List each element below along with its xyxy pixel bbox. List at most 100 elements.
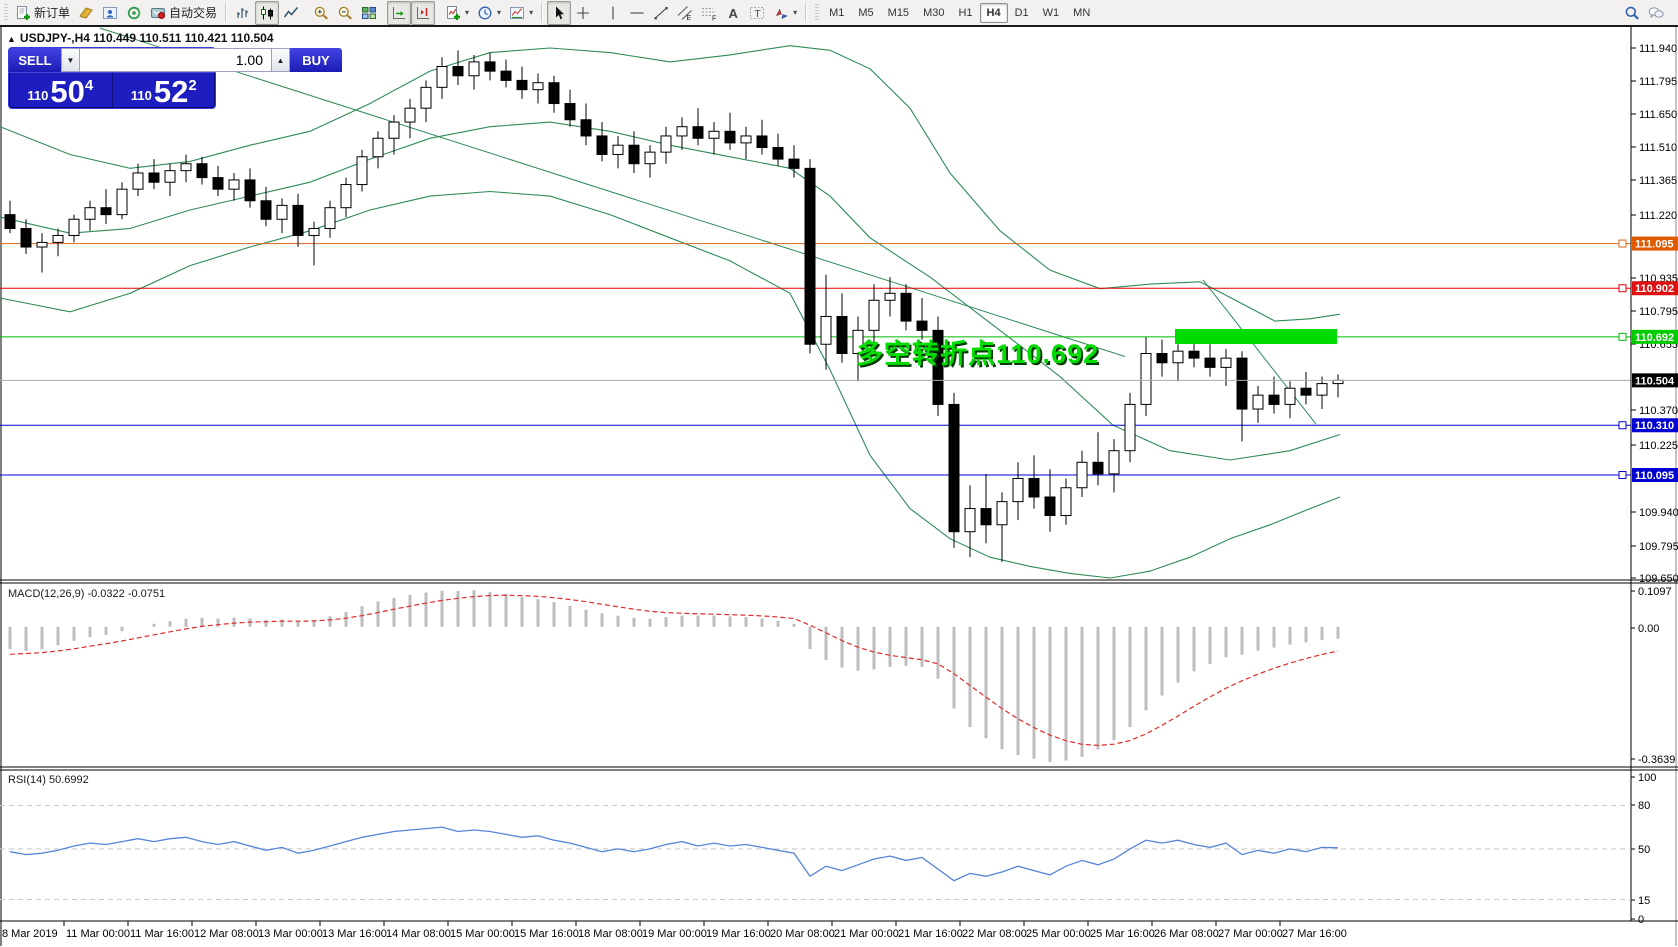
hline-handle-110.095[interactable]	[1618, 471, 1627, 480]
candle-body	[596, 135, 608, 155]
sell-price-tile[interactable]: 110 50 4	[9, 73, 113, 108]
time-axis-label: 18 Mar 08:00	[578, 928, 643, 940]
profiles-button[interactable]	[98, 1, 122, 25]
rsi-line	[9, 826, 1339, 882]
horizontal-line-tool-button[interactable]	[625, 1, 649, 25]
sell-price-point: 4	[84, 77, 94, 94]
candle-body	[420, 86, 432, 109]
auto-trading-label: 自动交易	[169, 6, 218, 20]
time-axis-label: 8 Mar 2019	[2, 928, 58, 940]
indicators-button[interactable]: ▾	[441, 1, 473, 25]
cursor-tool-button[interactable]	[547, 0, 572, 25]
trendline-object-2[interactable]	[1202, 279, 1317, 425]
time-axis-label: 25 Mar 00:00	[1026, 928, 1091, 940]
history-center-button[interactable]	[74, 1, 98, 25]
auto-trading-button[interactable]: 自动交易	[146, 1, 221, 25]
timeframe-w1-button[interactable]: W1	[1042, 6, 1060, 19]
timeframe-mn-button[interactable]: MN	[1073, 6, 1091, 19]
chat-button[interactable]	[1644, 1, 1668, 25]
candle-body	[132, 172, 144, 190]
zoom-out-button[interactable]	[333, 1, 357, 25]
candle-body	[628, 144, 640, 165]
book-icon	[79, 6, 93, 19]
candle-body	[532, 82, 544, 91]
tile-windows-button[interactable]	[357, 1, 381, 25]
chart-shift-button[interactable]	[411, 0, 436, 25]
vertical-line-tool-button[interactable]	[601, 1, 625, 25]
candle-body	[820, 315, 832, 345]
profile-icon	[103, 6, 118, 19]
dropdown-arrow-icon[interactable]: ▾	[529, 8, 534, 17]
autoscroll-icon	[393, 6, 406, 19]
timeframe-m5-button[interactable]: M5	[858, 6, 874, 19]
candlestick-mode-button[interactable]	[255, 0, 280, 25]
arrows-tool-button[interactable]: ▾	[769, 1, 801, 25]
volume-decrease-button[interactable]: ▼	[61, 48, 80, 72]
price-axis-label: 111.510	[1639, 142, 1677, 154]
text-tool-button[interactable]: A	[721, 1, 745, 25]
time-axis-label: 22 Mar 08:00	[962, 928, 1027, 940]
timeframe-m1-button[interactable]: M1	[829, 6, 845, 19]
bar-chart-mode-button[interactable]	[231, 1, 255, 25]
candle-body	[644, 151, 656, 165]
volume-input[interactable]	[80, 48, 271, 72]
collapse-one-click-arrow[interactable]: ▲	[7, 34, 16, 44]
candle-body	[948, 403, 960, 533]
timeframe-m30-button[interactable]: M30	[923, 6, 945, 19]
time-axis-label: 15 Mar 16:00	[514, 928, 579, 940]
hline-handle-110.902[interactable]	[1618, 284, 1627, 293]
volume-increase-button[interactable]: ▲	[271, 48, 290, 72]
highlight-rectangle-object[interactable]	[1175, 328, 1337, 345]
search-button[interactable]	[1620, 1, 1644, 25]
hline-handle-111.095[interactable]	[1618, 239, 1627, 248]
chat-icon	[1648, 6, 1664, 18]
toolbar-grip[interactable]	[4, 3, 8, 22]
rsi-axis-label: 80	[1638, 800, 1650, 812]
buy-price-tile[interactable]: 110 52 2	[113, 73, 216, 108]
hline-icon	[630, 11, 644, 14]
bollinger-middle-band[interactable]	[0, 121, 1341, 461]
templates-button[interactable]: ▾	[505, 1, 537, 25]
time-axis-label: 11 Mar 16:00	[130, 928, 194, 940]
time-axis-label: 14 Mar 08:00	[386, 928, 451, 940]
chart-annotation-text[interactable]: 多空转折点110.692	[856, 339, 1100, 369]
time-axis-label: 12 Mar 08:00	[194, 928, 259, 940]
new-order-button[interactable]: 新订单	[11, 1, 74, 25]
bollinger-upper-band[interactable]	[0, 45, 1341, 322]
labelT-icon: T	[750, 6, 765, 20]
dropdown-arrow-icon[interactable]: ▾	[793, 8, 798, 17]
sell-price-pips: 50	[50, 74, 85, 109]
fibonacci-tool-button[interactable]: F	[697, 1, 721, 25]
candle-body	[212, 177, 224, 190]
toolbar-grip[interactable]	[815, 3, 820, 22]
candle-body	[868, 299, 880, 331]
hline-handle-110.692[interactable]	[1618, 332, 1627, 341]
candle-body	[148, 172, 160, 183]
time-axis-label: 19 Mar 00:00	[642, 928, 707, 940]
line-chart-mode-button[interactable]	[279, 1, 303, 25]
candle-body	[20, 228, 32, 248]
zoom-in-button[interactable]	[309, 1, 333, 25]
trendline-object-1[interactable]	[99, 27, 1126, 357]
candle-body	[292, 204, 304, 236]
timeframe-m15-button[interactable]: M15	[887, 6, 910, 19]
hline-handle-110.310[interactable]	[1618, 421, 1627, 430]
dropdown-arrow-icon[interactable]: ▾	[497, 8, 502, 17]
signals-button[interactable]	[122, 1, 146, 25]
timeframe-d1-button[interactable]: D1	[1014, 6, 1029, 19]
channel-tool-button[interactable]: E	[673, 1, 697, 25]
trendline-tool-button[interactable]	[649, 1, 673, 25]
auto-scroll-button[interactable]	[387, 0, 412, 25]
buy-button[interactable]: BUY	[290, 48, 342, 72]
sell-button[interactable]: SELL	[9, 48, 61, 72]
candle-body	[1060, 487, 1072, 517]
periods-button[interactable]: ▾	[473, 1, 505, 25]
price-badge-label: 110.504	[1635, 375, 1675, 387]
crosshair-tool-button[interactable]	[571, 1, 595, 25]
candle-body	[276, 204, 288, 220]
dropdown-arrow-icon[interactable]: ▾	[465, 8, 470, 17]
label-tool-button[interactable]: T	[745, 1, 769, 25]
macd-axis-label: -0.3639	[1638, 754, 1675, 766]
timeframe-h4-button[interactable]: H4	[979, 2, 1008, 23]
timeframe-h1-button[interactable]: H1	[958, 6, 973, 19]
